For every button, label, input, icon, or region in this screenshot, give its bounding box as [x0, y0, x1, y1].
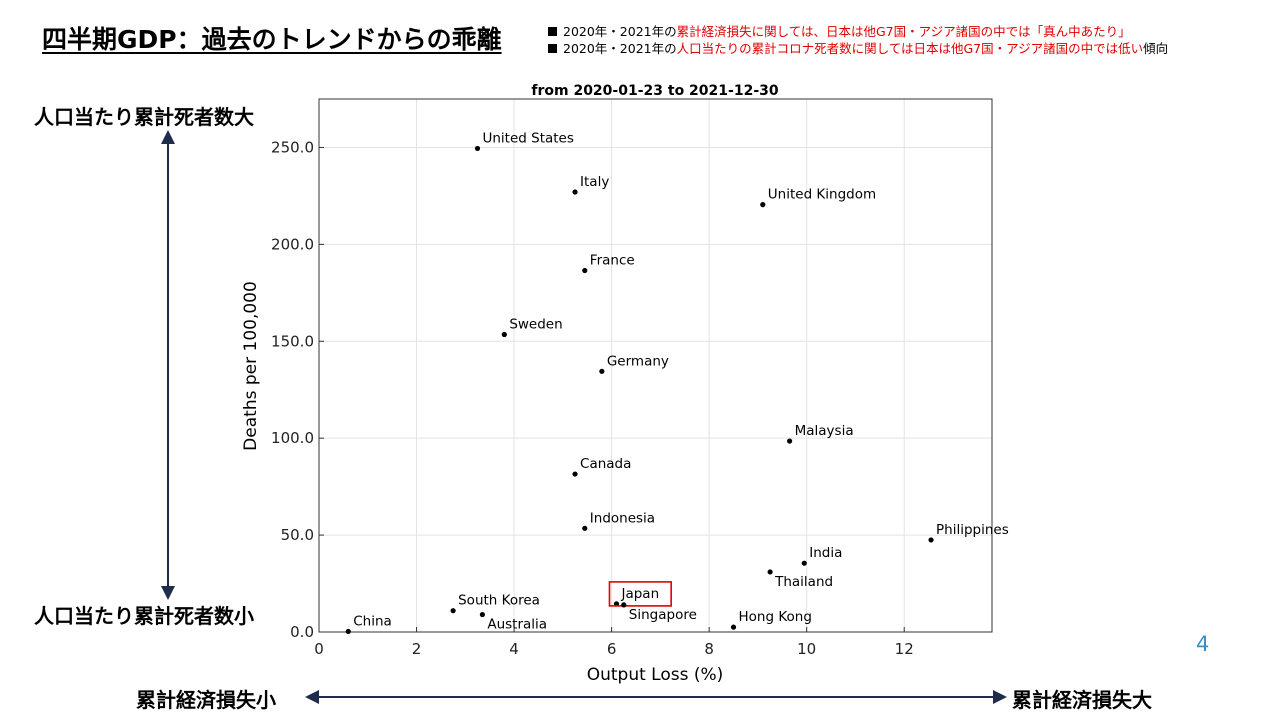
data-point-germany	[599, 368, 605, 374]
x-tick-label: 0	[314, 640, 324, 658]
point-label-thailand: Thailand	[774, 574, 833, 590]
point-label-indonesia: Indonesia	[590, 510, 655, 526]
bullet-list: 2020年・2021年の累計経済損失に関しては、日本は他G7国・アジア諸国の中で…	[548, 23, 1168, 57]
data-point-south-korea	[450, 608, 456, 614]
point-label-singapore: Singapore	[629, 607, 697, 623]
page-number: 4	[1196, 632, 1210, 656]
slide-title: 四半期GDP：過去のトレンドからの乖離	[42, 25, 502, 54]
grid	[319, 99, 992, 632]
bullet-suffix: 傾向	[1143, 41, 1169, 56]
point-label-italy: Italy	[580, 174, 609, 190]
data-point-australia	[479, 611, 485, 618]
y-arrow-bottom-label: 人口当たり累計死者数小	[34, 604, 254, 628]
y-tick-label: 200.0	[271, 235, 314, 253]
x-tick-label: 2	[412, 640, 422, 658]
data-point-united-states	[474, 145, 481, 152]
point-label-japan: Japan	[620, 586, 659, 602]
data-points: United States Italy United Kingdom France Sw…	[345, 130, 1009, 635]
point-label-germany: Germany	[607, 353, 669, 369]
y-arrow-top-label: 人口当たり累計死者数大	[34, 105, 254, 129]
x-tick-label: 10	[797, 640, 816, 658]
bullet-item-deaths: 2020年・2021年の人口当たりの累計コロナ死者数に関しては日本は他G7国・ア…	[548, 40, 1168, 57]
point-label-china: China	[353, 613, 392, 629]
square-bullet-icon	[548, 44, 557, 53]
data-point-canada	[572, 471, 578, 477]
bullet-prefix: 2020年・2021年の	[563, 24, 677, 39]
data-point-indonesia	[582, 525, 588, 531]
x-tick-label: 4	[509, 640, 519, 658]
chart-title: from 2020-01-23 to 2021-12-30	[531, 83, 778, 99]
x-arrow-left-label: 累計経済損失小	[136, 688, 276, 712]
point-label-united-states: United States	[482, 130, 573, 146]
x-tick-label: 12	[895, 640, 914, 658]
data-point-china	[345, 628, 351, 635]
data-point-hong-kong	[730, 624, 737, 630]
x-axis-label: Output Loss (%)	[587, 665, 724, 685]
y-tick-label: 100.0	[271, 429, 314, 447]
x-tick-label: 6	[607, 640, 617, 658]
data-point-india	[801, 560, 807, 566]
highlight-box	[608, 581, 672, 607]
data-point-singapore	[621, 602, 627, 608]
bullet-highlight: 累計経済損失に関しては、日本は他G7国・アジア諸国の中では「真ん中あたり」	[676, 24, 1131, 39]
point-label-malaysia: Malaysia	[795, 423, 854, 439]
point-label-philippines: Philippines	[936, 522, 1009, 538]
y-axis-label: Deaths per 100,000	[241, 281, 261, 451]
y-tick-label: 50.0	[281, 526, 314, 544]
axis-ticks: 0 2 4 6 8 10 12 0.0 50.0 100.0 150.0 200.0 250.0	[271, 138, 914, 658]
bullet-item-economic-loss: 2020年・2021年の累計経済損失に関しては、日本は他G7国・アジア諸国の中で…	[548, 23, 1168, 40]
x-tick-label: 8	[704, 640, 714, 658]
point-label-hong-kong: Hong Kong	[739, 609, 812, 625]
bullet-highlight: 人口当たりの累計コロナ死者数に関しては日本は他G7国・アジア諸国の中では低い	[676, 41, 1144, 56]
data-point-united-kingdom	[760, 202, 766, 208]
y-tick-label: 150.0	[271, 332, 314, 350]
bullet-prefix: 2020年・2021年の	[563, 41, 677, 56]
y-tick-label: 250.0	[271, 138, 314, 156]
x-arrow-right-label: 累計経済損失大	[1012, 688, 1152, 712]
plot-area-frame	[318, 98, 993, 633]
point-label-united-kingdom: United Kingdom	[768, 187, 876, 203]
point-label-sweden: Sweden	[509, 316, 562, 332]
point-label-australia: Australia	[487, 617, 547, 633]
point-label-france: France	[590, 253, 635, 269]
point-label-india: India	[809, 545, 842, 561]
square-bullet-icon	[548, 27, 557, 36]
point-label-south-korea: South Korea	[458, 593, 540, 609]
data-point-philippines	[928, 537, 934, 543]
y-tick-label: 0.0	[290, 623, 314, 641]
data-point-sweden	[501, 331, 507, 338]
data-point-malaysia	[787, 438, 793, 444]
data-point-thailand	[767, 569, 773, 575]
data-point-france	[582, 267, 588, 274]
point-label-canada: Canada	[580, 456, 631, 472]
data-point-italy	[572, 189, 578, 195]
